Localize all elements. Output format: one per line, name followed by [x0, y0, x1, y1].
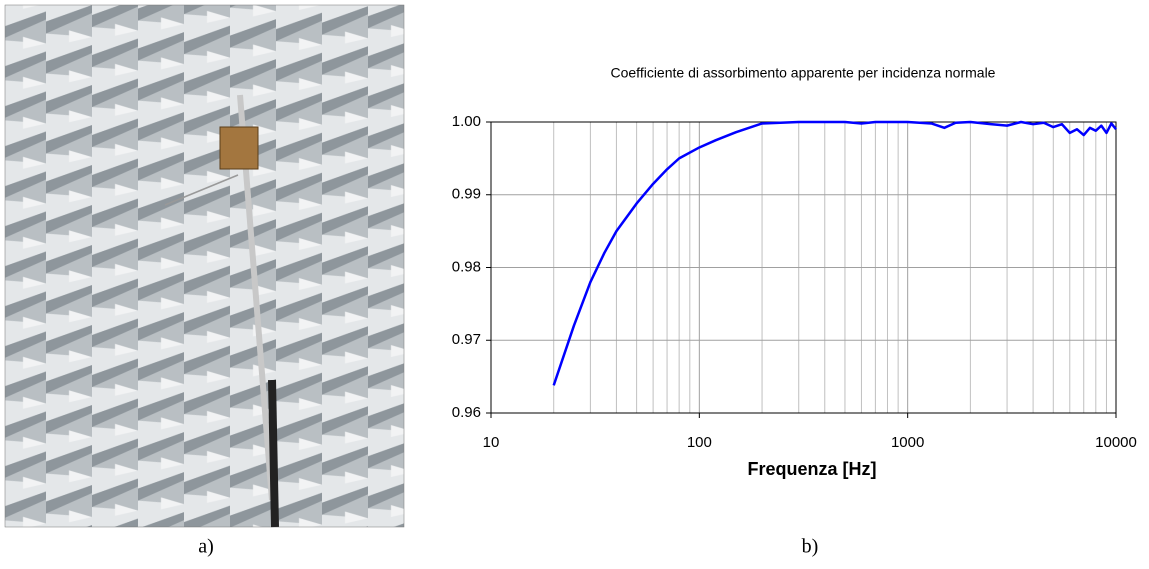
y-tick-label: 0.98 [452, 258, 481, 275]
x-tick-label: 10 [483, 434, 500, 451]
y-tick-label: 0.99 [452, 186, 481, 203]
y-tick-label: 0.97 [452, 331, 481, 348]
photo [4, 4, 405, 528]
x-tick-label: 10000 [1095, 434, 1137, 451]
chart-title: Coefficiente di assorbimento apparente p… [611, 65, 996, 81]
data-line [552, 120, 1117, 386]
x-axis-label: Frequenza [Hz] [747, 459, 876, 479]
y-tick-label: 0.96 [452, 404, 481, 421]
x-tick-label: 100 [687, 434, 712, 451]
x-tick-label: 1000 [891, 434, 924, 451]
caption: a) [198, 536, 214, 558]
caption: b) [802, 536, 819, 558]
y-tick-label: 1.00 [452, 113, 481, 130]
